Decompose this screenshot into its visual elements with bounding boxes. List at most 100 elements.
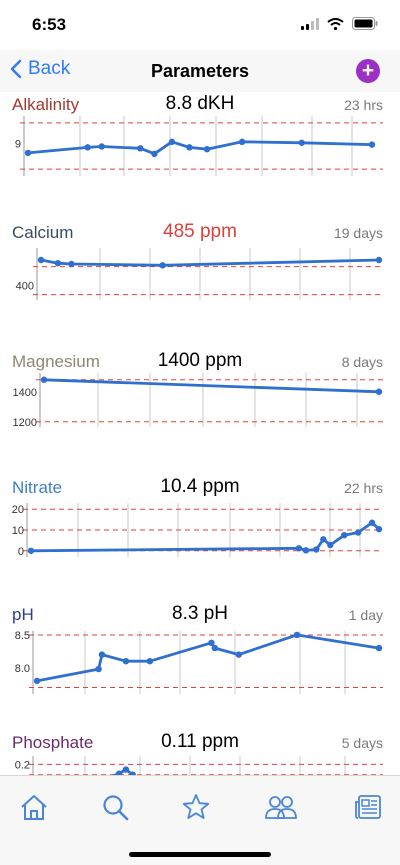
- data-point: [368, 519, 376, 526]
- y-tick-label: 20: [12, 504, 24, 516]
- data-point: [375, 256, 383, 264]
- parameter-card-magnesium[interactable]: Magnesium 1400 ppm 8 days 1400 1200: [0, 347, 400, 475]
- parameter-value: 10.4 ppm: [160, 476, 240, 497]
- data-point: [40, 376, 48, 383]
- parameter-chart: 1400 1200: [13, 373, 383, 427]
- parameter-name: pH: [12, 605, 34, 624]
- data-point: [298, 139, 305, 146]
- tab-favorites[interactable]: [181, 792, 211, 822]
- data-point: [313, 546, 320, 553]
- parameter-age: 8 days: [341, 354, 383, 370]
- data-point: [33, 677, 41, 685]
- parameter-value: 485 ppm: [163, 221, 237, 242]
- signal-icon: [301, 17, 319, 30]
- data-point: [68, 260, 75, 268]
- data-point: [208, 639, 215, 647]
- parameter-age: 22 hrs: [344, 480, 383, 496]
- parameter-age: 23 hrs: [344, 97, 383, 113]
- data-point: [122, 766, 130, 773]
- data-point: [327, 541, 334, 549]
- y-tick-label: 9: [15, 139, 21, 151]
- navigation-bar: Back Parameters +: [0, 50, 400, 92]
- data-point: [368, 141, 376, 148]
- series-line: [30, 521, 380, 553]
- parameter-list: Alkalinity 8.8 dKH 23 hrs 9 Calcium 485 ppm 19…: [0, 92, 400, 775]
- data-point: [293, 631, 301, 639]
- parameter-chart: 0.2: [15, 756, 383, 775]
- home-indicator: [129, 852, 271, 857]
- y-tick-label: 8.5: [15, 631, 30, 642]
- data-point: [137, 145, 144, 152]
- y-tick-label: 10: [12, 525, 24, 537]
- parameter-chart: 20 10 0: [12, 503, 383, 557]
- data-point: [129, 771, 136, 775]
- series-line: [36, 633, 380, 683]
- back-button[interactable]: Back: [10, 58, 70, 80]
- status-bar: 6:53: [0, 0, 400, 50]
- parameter-age: 19 days: [333, 225, 383, 241]
- data-point: [146, 657, 154, 665]
- y-tick-label: 0.2: [15, 759, 30, 771]
- data-point: [24, 149, 32, 157]
- data-point: [375, 388, 383, 395]
- data-point: [168, 138, 176, 146]
- tab-search[interactable]: [100, 792, 130, 822]
- data-point: [84, 144, 91, 151]
- data-point: [235, 651, 242, 658]
- data-point: [98, 143, 105, 150]
- parameter-chart: 9: [15, 116, 383, 176]
- parameter-card-phosphate[interactable]: Phosphate 0.11 ppm 5 days 0.2: [0, 729, 400, 775]
- parameter-chart: 400: [16, 248, 383, 300]
- parameter-card-ph[interactable]: pH 8.3 pH 1 day 8.5 8.0: [0, 602, 400, 730]
- data-point: [341, 531, 348, 539]
- parameter-value: 8.8 dKH: [165, 93, 235, 114]
- data-point: [27, 547, 35, 554]
- data-point: [211, 644, 219, 652]
- data-point: [354, 529, 362, 536]
- data-point: [375, 644, 383, 652]
- magnifier-icon: [103, 795, 129, 821]
- data-point: [302, 547, 310, 554]
- data-point: [122, 657, 130, 665]
- parameter-name: Alkalinity: [12, 95, 80, 114]
- parameter-value: 0.11 ppm: [161, 731, 239, 752]
- data-point: [54, 260, 62, 267]
- data-point: [151, 150, 158, 158]
- status-time: 6:53: [32, 15, 67, 34]
- add-button[interactable]: +: [356, 59, 380, 83]
- parameter-name: Phosphate: [12, 733, 94, 752]
- y-tick-label: 8.0: [15, 663, 30, 675]
- parameter-card-alkalinity[interactable]: Alkalinity 8.8 dKH 23 hrs 9: [0, 92, 400, 220]
- chevron-left-icon: [10, 59, 22, 79]
- page-title: Parameters: [150, 61, 250, 81]
- tab-bar: [0, 775, 400, 865]
- data-point: [95, 665, 102, 673]
- status-icons: [301, 17, 378, 30]
- data-point: [98, 651, 106, 658]
- parameter-age: 1 day: [348, 607, 383, 623]
- parameter-card-nitrate[interactable]: Nitrate 10.4 ppm 22 hrs 20 10 0: [0, 475, 400, 603]
- data-point: [186, 144, 193, 151]
- tab-people[interactable]: [264, 792, 297, 822]
- y-tick-label: 0: [18, 546, 24, 557]
- data-point: [295, 545, 303, 552]
- back-label: Back: [28, 58, 71, 79]
- tab-home[interactable]: [19, 792, 49, 822]
- series-line: [43, 378, 380, 394]
- data-point: [238, 138, 246, 146]
- series-line: [40, 258, 380, 267]
- house-icon: [21, 795, 47, 820]
- data-point: [375, 525, 383, 533]
- parameter-name: Nitrate: [12, 478, 63, 497]
- parameter-card-calcium[interactable]: Calcium 485 ppm 19 days 400: [0, 217, 400, 345]
- series-line: [110, 768, 134, 775]
- data-point: [320, 536, 327, 543]
- newspaper-icon: [355, 795, 381, 819]
- tab-news[interactable]: [353, 792, 383, 822]
- data-point: [115, 770, 123, 775]
- people-icon: [265, 796, 297, 819]
- data-point: [203, 146, 211, 153]
- data-point: [159, 262, 166, 269]
- data-point: [37, 256, 45, 264]
- wifi-icon: [327, 17, 344, 30]
